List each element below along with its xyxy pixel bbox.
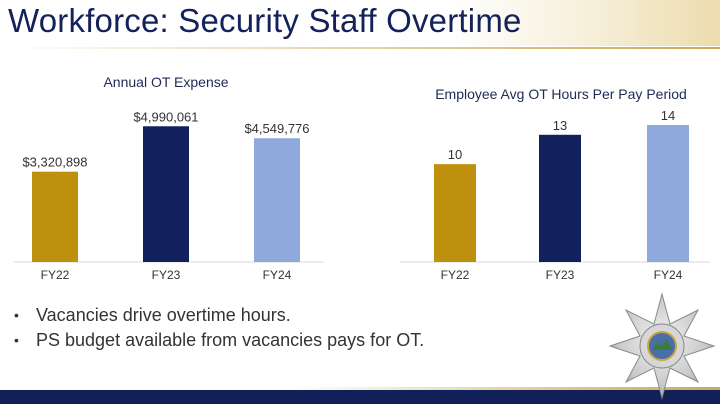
- bullet-item: • PS budget available from vacancies pays…: [14, 328, 424, 353]
- slide-title: Workforce: Security Staff Overtime: [8, 2, 522, 39]
- bullet-item: • Vacancies drive overtime hours.: [14, 303, 424, 328]
- bar-fy24: [647, 125, 689, 262]
- bar-fy22: [434, 164, 476, 262]
- x-tick-label: FY23: [546, 268, 575, 282]
- data-label: $3,320,898: [22, 155, 87, 170]
- x-tick-label: FY23: [152, 268, 181, 282]
- bar-fy23: [143, 126, 189, 262]
- bullet-text: Vacancies drive overtime hours.: [36, 305, 291, 325]
- title-underline: [0, 47, 720, 49]
- x-tick-label: FY24: [263, 268, 292, 282]
- footer-bar: [0, 390, 720, 404]
- data-label: $4,990,061: [133, 109, 198, 124]
- chart-title: Annual OT Expense: [103, 74, 228, 90]
- chart-title: Employee Avg OT Hours Per Pay Period: [435, 86, 687, 102]
- bullet-text: PS budget available from vacancies pays …: [36, 330, 425, 350]
- sheriff-star-badge-icon: [608, 292, 716, 400]
- bar-fy22: [32, 171, 78, 262]
- bullet-icon: •: [14, 307, 19, 323]
- x-tick-label: FY24: [654, 268, 683, 282]
- data-label: 14: [661, 108, 675, 123]
- footer-gold-stripe: [0, 387, 720, 390]
- bar-fy24: [254, 138, 300, 262]
- bullet-list: • Vacancies drive overtime hours. • PS bud…: [14, 303, 424, 353]
- data-label: 13: [553, 118, 567, 133]
- x-tick-label: FY22: [441, 268, 470, 282]
- bullet-icon: •: [14, 332, 19, 348]
- x-tick-label: FY22: [41, 268, 70, 282]
- data-label: $4,549,776: [244, 121, 309, 136]
- data-label: 10: [448, 147, 462, 162]
- bar-fy23: [539, 134, 581, 262]
- title-bar: [0, 0, 720, 46]
